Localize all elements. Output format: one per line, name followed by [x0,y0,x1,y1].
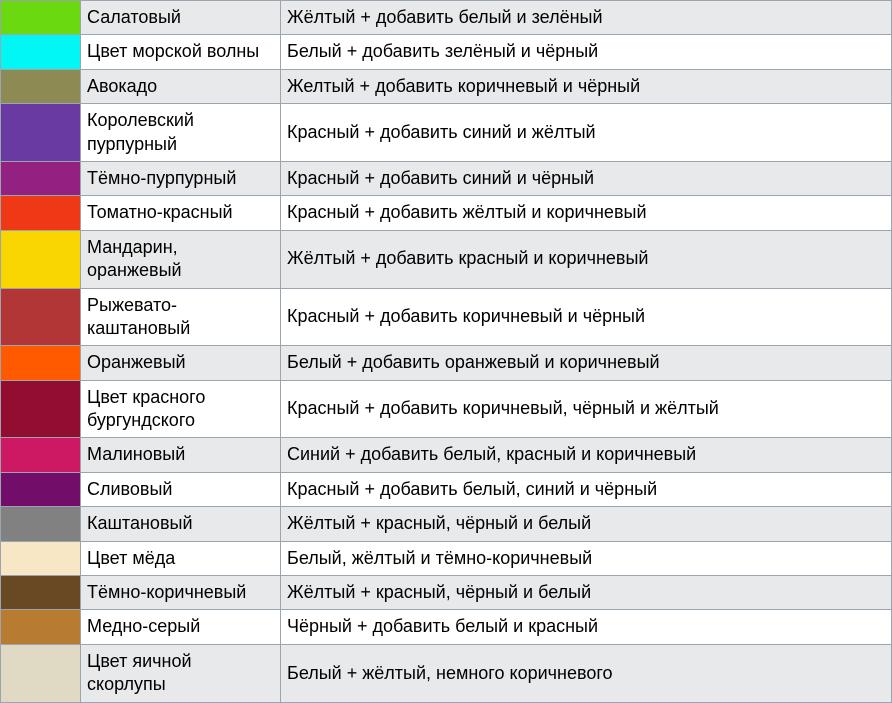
color-name: Мандарин, оранжевый [81,230,281,288]
table-row: ОранжевыйБелый + добавить оранжевый и ко… [1,346,892,380]
color-swatch [1,644,81,702]
color-mix: Жёлтый + красный, чёрный и белый [281,507,892,541]
table-row: СливовыйКрасный + добавить белый, синий … [1,472,892,506]
color-swatch [1,438,81,472]
table-row: Королевский пурпурныйКрасный + добавить … [1,104,892,162]
color-mix: Желтый + добавить коричневый и чёрный [281,69,892,103]
color-mix: Белый + добавить оранжевый и коричневый [281,346,892,380]
table-row: Мандарин, оранжевыйЖёлтый + добавить кра… [1,230,892,288]
color-swatch [1,104,81,162]
color-name: Оранжевый [81,346,281,380]
table-row: КаштановыйЖёлтый + красный, чёрный и бел… [1,507,892,541]
color-swatch [1,230,81,288]
color-mix: Красный + добавить синий и жёлтый [281,104,892,162]
color-swatch [1,380,81,438]
color-name: Королевский пурпурный [81,104,281,162]
color-mix: Синий + добавить белый, красный и коричн… [281,438,892,472]
table-row: СалатовыйЖёлтый + добавить белый и зелён… [1,1,892,35]
color-name: Тёмно-коричневый [81,576,281,610]
color-mix: Красный + добавить коричневый, чёрный и … [281,380,892,438]
color-swatch [1,472,81,506]
color-mix: Чёрный + добавить белый и красный [281,610,892,644]
table-row: МалиновыйСиний + добавить белый, красный… [1,438,892,472]
color-mix: Белый + добавить зелёный и чёрный [281,35,892,69]
color-swatch [1,196,81,230]
color-mix: Жёлтый + добавить белый и зелёный [281,1,892,35]
color-name: Цвет мёда [81,541,281,575]
color-name: Томатно-красный [81,196,281,230]
color-mix-table: СалатовыйЖёлтый + добавить белый и зелён… [0,0,892,703]
color-name: Малиновый [81,438,281,472]
table-body: СалатовыйЖёлтый + добавить белый и зелён… [1,1,892,703]
color-swatch [1,1,81,35]
color-mix: Жёлтый + добавить красный и коричневый [281,230,892,288]
color-swatch [1,288,81,346]
color-swatch [1,541,81,575]
color-swatch [1,35,81,69]
color-name: Авокадо [81,69,281,103]
table-row: Цвет красного бургундскогоКрасный + доба… [1,380,892,438]
color-swatch [1,507,81,541]
color-name: Медно-серый [81,610,281,644]
table-row: Цвет морской волныБелый + добавить зелён… [1,35,892,69]
color-name: Салатовый [81,1,281,35]
color-name: Цвет морской волны [81,35,281,69]
color-swatch [1,610,81,644]
color-name: Цвет яичной скорлупы [81,644,281,702]
table-row: Тёмно-пурпурныйКрасный + добавить синий … [1,161,892,195]
color-mix: Красный + добавить белый, синий и чёрный [281,472,892,506]
color-swatch [1,346,81,380]
color-mix: Красный + добавить синий и чёрный [281,161,892,195]
color-mix: Белый + жёлтый, немного коричневого [281,644,892,702]
color-name: Цвет красного бургундского [81,380,281,438]
color-mix: Белый, жёлтый и тёмно-коричневый [281,541,892,575]
color-mix: Жёлтый + красный, чёрный и белый [281,576,892,610]
table-row: Тёмно-коричневыйЖёлтый + красный, чёрный… [1,576,892,610]
color-name: Сливовый [81,472,281,506]
table-row: Томатно-красныйКрасный + добавить жёлтый… [1,196,892,230]
color-name: Каштановый [81,507,281,541]
color-swatch [1,69,81,103]
color-mix: Красный + добавить коричневый и чёрный [281,288,892,346]
table-row: Рыжевато-каштановыйКрасный + добавить ко… [1,288,892,346]
color-mix: Красный + добавить жёлтый и коричневый [281,196,892,230]
table-row: Цвет яичной скорлупыБелый + жёлтый, немн… [1,644,892,702]
table-row: Медно-серыйЧёрный + добавить белый и кра… [1,610,892,644]
color-swatch [1,576,81,610]
table-row: АвокадоЖелтый + добавить коричневый и чё… [1,69,892,103]
color-name: Тёмно-пурпурный [81,161,281,195]
color-swatch [1,161,81,195]
table-row: Цвет мёдаБелый, жёлтый и тёмно-коричневы… [1,541,892,575]
color-name: Рыжевато-каштановый [81,288,281,346]
